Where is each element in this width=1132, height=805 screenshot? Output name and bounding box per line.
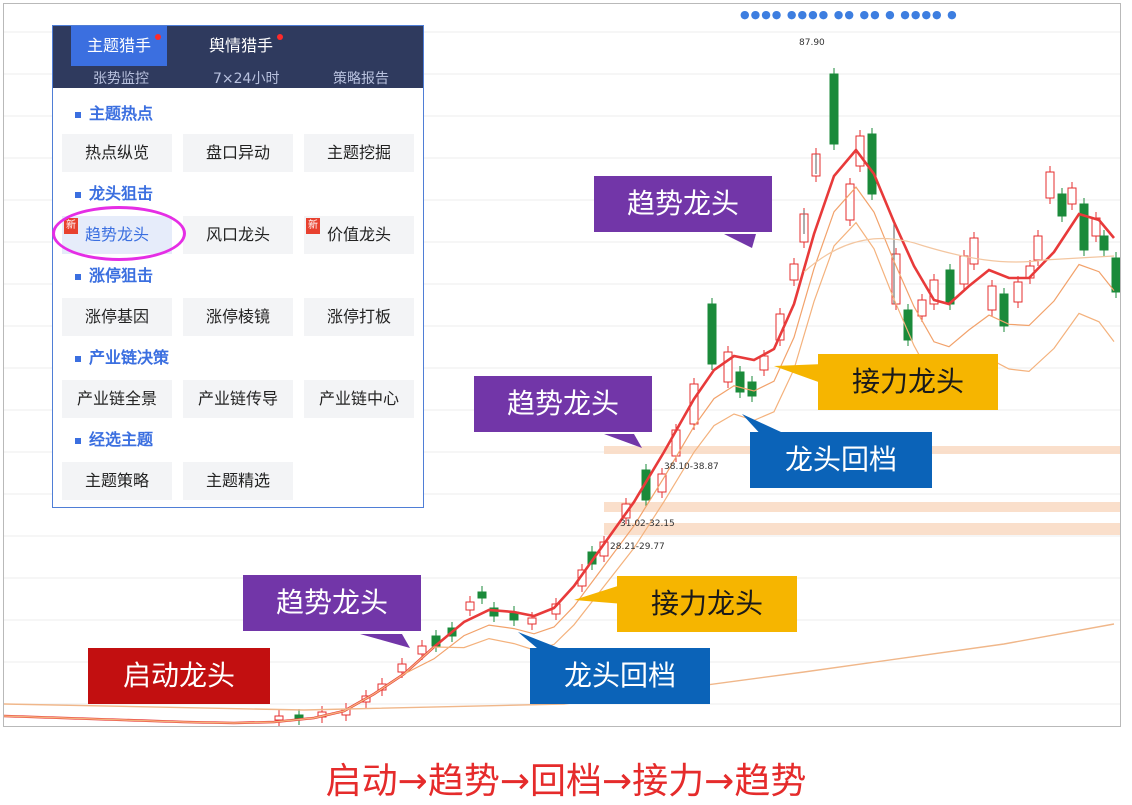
candle-body (657, 473, 667, 493)
tab-label: 主题猎手 (87, 36, 152, 55)
candle-body (917, 299, 927, 317)
candle-body (397, 663, 407, 673)
moving-averages (4, 147, 1115, 725)
candle-body (641, 469, 651, 501)
label-relay-leader-2: 接力龙头 (818, 354, 998, 410)
candle-body (999, 293, 1009, 327)
tab-theme-hunter[interactable]: 主题猎手 (71, 26, 168, 66)
menu-item-value-leader[interactable]: 新 价值龙头 (304, 216, 414, 254)
candle-body (903, 309, 913, 341)
candle-body (987, 285, 997, 311)
candle-body (1045, 171, 1055, 199)
candle-body (1033, 235, 1043, 261)
ma-line-upper (803, 237, 1115, 273)
tab-label: 舆情猎手 (209, 36, 274, 55)
section-title-theme-hotspot: 主题热点 (75, 100, 153, 124)
candle-body (789, 263, 799, 281)
candle-body (969, 237, 979, 265)
candle-body (1013, 281, 1023, 303)
label-trend-leader-1: 趋势龙头 (243, 575, 421, 631)
menu-item-chain-transmission[interactable]: 产业链传导 (183, 380, 293, 418)
label-relay-leader-1: 接力龙头 (617, 576, 797, 632)
candle-body (1099, 235, 1109, 251)
callout-pointer-relay2 (774, 364, 824, 384)
tab-sentiment-hunter[interactable]: 舆情猎手 (193, 26, 289, 66)
label-leader-pullback-1: 龙头回档 (530, 648, 710, 704)
menu-item-wind-leader[interactable]: 风口龙头 (183, 216, 293, 254)
highlight-ring (52, 206, 186, 261)
candle-body (417, 645, 427, 655)
candle-body (477, 591, 487, 599)
price-label-range2: 31.02-32.15 (620, 519, 675, 529)
candle-body (1067, 187, 1077, 205)
menu-item-limit-prism[interactable]: 涨停棱镜 (183, 298, 293, 336)
menu-item-theme-strategy[interactable]: 主题策略 (62, 462, 172, 500)
notification-dot (277, 34, 284, 40)
subtab-3[interactable]: 策略报告 (333, 71, 389, 87)
candle-body (1079, 203, 1089, 251)
section-title-limit-up-snipe: 涨停狙击 (75, 262, 153, 286)
section-title-leader-snipe: 龙头狙击 (75, 180, 153, 204)
menu-item-hotspot-overview[interactable]: 热点纵览 (62, 134, 172, 172)
price-label-range3: 28.21-29.77 (610, 542, 665, 552)
section-title-industry-chain: 产业链决策 (75, 344, 169, 368)
price-label-range1: 38.10-38.87 (664, 462, 719, 472)
new-badge: 新 (306, 218, 320, 234)
subtab-1[interactable]: 张势监控 (93, 71, 149, 87)
support-band (604, 502, 1120, 512)
section-title-selected-themes: 经选主题 (75, 426, 153, 450)
panel-subtabs: 张势监控 7×24小时 策略报告 (53, 66, 423, 88)
theme-hunter-panel: 主题猎手 舆情猎手 张势监控 7×24小时 策略报告 主题热点 热点纵览 盘口异… (52, 25, 424, 508)
menu-item-chain-overview[interactable]: 产业链全景 (62, 380, 172, 418)
flow-caption: 启动→趋势→回档→接力→趋势 (325, 761, 807, 802)
candle-body (735, 371, 745, 393)
candle-body (274, 715, 284, 721)
callout-pointer-trend3 (724, 234, 756, 248)
callout-pointer-trend1 (360, 634, 410, 648)
candle-body (747, 381, 757, 397)
candle-body (465, 601, 475, 611)
menu-item-chain-center[interactable]: 产业链中心 (304, 380, 414, 418)
candle-body (527, 617, 537, 625)
menu-item-theme-picks[interactable]: 主题精选 (183, 462, 293, 500)
menu-item-limit-board[interactable]: 涨停打板 (304, 298, 414, 336)
candle-body (759, 355, 769, 371)
support-band (604, 523, 1120, 535)
candle-body (845, 183, 855, 221)
candle-body (707, 303, 717, 365)
menu-item-market-anomaly[interactable]: 盘口异动 (183, 134, 293, 172)
label-trend-leader-2: 趋势龙头 (474, 376, 652, 432)
candle-body (829, 73, 839, 145)
label-start-leader: 启动龙头 (88, 648, 270, 704)
candle-body (1057, 193, 1067, 217)
callout-pointer-relay1 (574, 584, 624, 604)
notification-dot (155, 34, 162, 40)
label-trend-leader-3: 趋势龙头 (594, 176, 772, 232)
menu-item-theme-mining[interactable]: 主题挖掘 (304, 134, 414, 172)
panel-tabs: 主题猎手 舆情猎手 (53, 26, 423, 66)
candle-body (959, 255, 969, 285)
subtab-2[interactable]: 7×24小时 (213, 71, 280, 87)
candle-body (723, 351, 733, 383)
label-leader-pullback-2: 龙头回档 (750, 432, 932, 488)
menu-item-limit-gene[interactable]: 涨停基因 (62, 298, 172, 336)
price-label-high: 87.90 (799, 38, 825, 48)
candle-body (867, 133, 877, 195)
candle-body (1111, 257, 1120, 293)
callout-pointer-trend2 (604, 434, 642, 448)
menu-item-label: 价值龙头 (326, 225, 391, 244)
top-indicator-dots: ●●●● ●●●● ●● ●● ● ●●●● ● (740, 8, 958, 21)
candle-body (577, 569, 587, 587)
candle-body (587, 551, 597, 565)
